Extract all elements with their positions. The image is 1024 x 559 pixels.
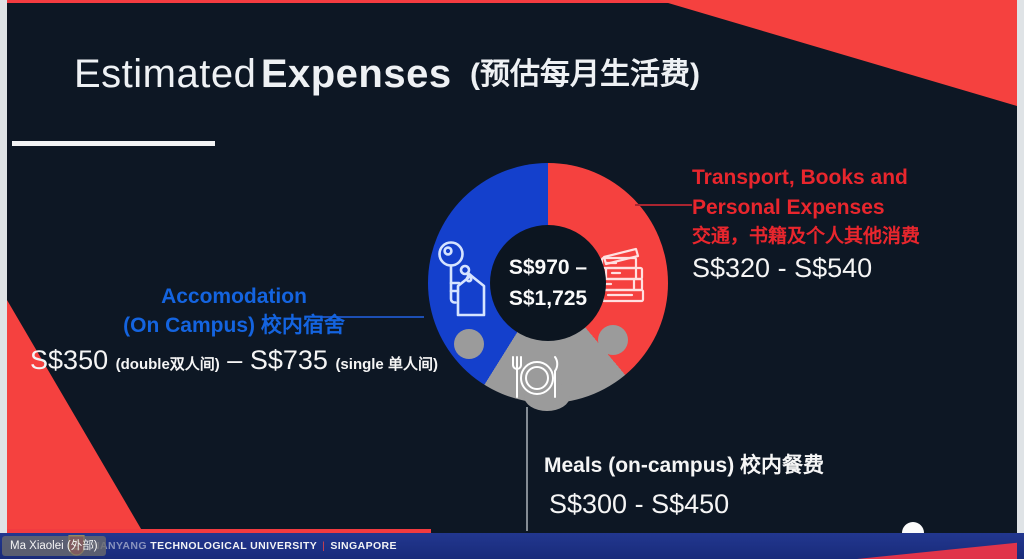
donut-chart: S$970 – S$1,725	[428, 163, 668, 411]
bottom-red-strip	[7, 529, 431, 534]
university-name: NANYANG TECHNOLOGICAL UNIVERSITY | SINGA…	[92, 533, 397, 559]
meals-title: Meals (on-campus) 校内餐费	[544, 454, 825, 477]
transport-title-line2: Personal Expenses	[692, 196, 885, 219]
meals-label: Meals (on-campus) 校内餐费 S$300 - S$450	[544, 452, 944, 520]
title-zh: (预估每月生活费)	[470, 58, 701, 91]
donut-scallop	[524, 381, 570, 411]
right-edge-strip[interactable]	[1017, 0, 1024, 559]
title-en-light: Estimated	[74, 52, 257, 96]
keys-icon	[436, 239, 486, 327]
plate-icon	[506, 353, 564, 403]
donut-center-line2: S$1,725	[508, 287, 588, 310]
accommodation-note-double: (double双人间)	[115, 356, 220, 373]
meals-price: S$300 - S$450	[549, 489, 730, 519]
accommodation-title-line2: (On Campus) 校内宿舍	[123, 314, 345, 337]
donut-scallop	[598, 325, 628, 355]
accommodation-price-low: S$350	[30, 345, 109, 375]
top-right-red-triangle	[658, 0, 1017, 106]
transport-price: S$320 - S$540	[692, 253, 873, 283]
university-name-part1: NANYANG	[92, 540, 147, 552]
accommodation-note-single: (single 单人间)	[335, 356, 438, 373]
accommodation-dash: –	[227, 345, 243, 375]
university-country: SINGAPORE	[330, 540, 397, 552]
top-red-strip	[7, 0, 1017, 3]
university-name-part2: TECHNOLOGICAL UNIVERSITY	[150, 540, 318, 552]
transport-title-zh: 交通，书籍及个人其他消费	[692, 226, 921, 247]
transport-title-line1: Transport, Books and	[692, 166, 908, 189]
title-en-bold: Expenses	[260, 52, 452, 96]
accommodation-title-line1: Accomodation	[161, 285, 307, 308]
left-edge-strip	[0, 0, 7, 534]
transport-connector-line	[635, 204, 692, 206]
footer-bar: NANYANG TECHNOLOGICAL UNIVERSITY | SINGA…	[0, 533, 1024, 559]
title-underline	[12, 141, 215, 146]
accommodation-connector-line	[320, 316, 424, 318]
university-separator: |	[322, 540, 326, 552]
accommodation-price: S$350 (double双人间) – S$735 (single 单人间)	[28, 345, 440, 376]
meals-connector-line	[526, 407, 528, 531]
donut-center-line1: S$970 –	[508, 255, 588, 279]
page-title: Estimated Expenses (预估每月生活费)	[74, 52, 700, 97]
transport-label: Transport, Books and Personal Expenses 交…	[692, 163, 1022, 284]
donut-scallop	[454, 329, 484, 359]
donut-center: S$970 – S$1,725	[490, 225, 606, 341]
participant-name-tag[interactable]: Ma Xiaolei (外部)	[2, 536, 106, 556]
accommodation-price-high: S$735	[249, 345, 328, 375]
white-bump-artifact	[902, 522, 924, 533]
footer-red-sliver	[857, 542, 1017, 559]
accommodation-label: Accomodation (On Campus) 校内宿舍 S$350 (dou…	[28, 282, 440, 376]
